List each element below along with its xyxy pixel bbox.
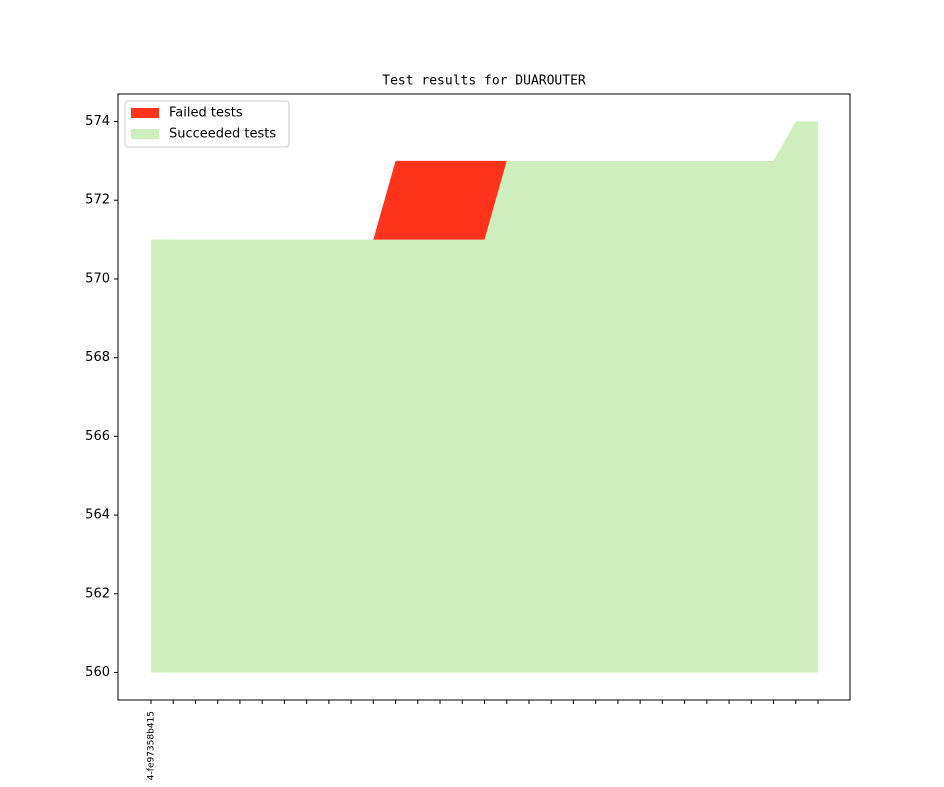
- legend-swatch: [131, 108, 159, 118]
- chart-title: Test results for DUAROUTER: [382, 74, 586, 89]
- y-tick-label: 572: [85, 193, 110, 208]
- legend: Failed tests Succeeded tests: [124, 100, 290, 148]
- legend-box: [124, 100, 290, 148]
- y-tick-label: 564: [85, 508, 110, 523]
- legend-label: Failed tests: [169, 106, 243, 121]
- y-tick-label: 570: [85, 271, 110, 286]
- y-tick-label: 560: [85, 665, 110, 680]
- y-tick-label: 566: [85, 429, 110, 444]
- y-tick-label: 562: [85, 586, 110, 601]
- y-tick-label: 568: [85, 350, 110, 365]
- legend-label: Succeeded tests: [169, 127, 276, 142]
- area: [151, 121, 818, 240]
- y-tick-label: 574: [85, 114, 110, 129]
- area: [151, 121, 818, 673]
- x-tick-label: 4-fe97358b415: [147, 711, 157, 780]
- legend-swatch: [131, 129, 159, 139]
